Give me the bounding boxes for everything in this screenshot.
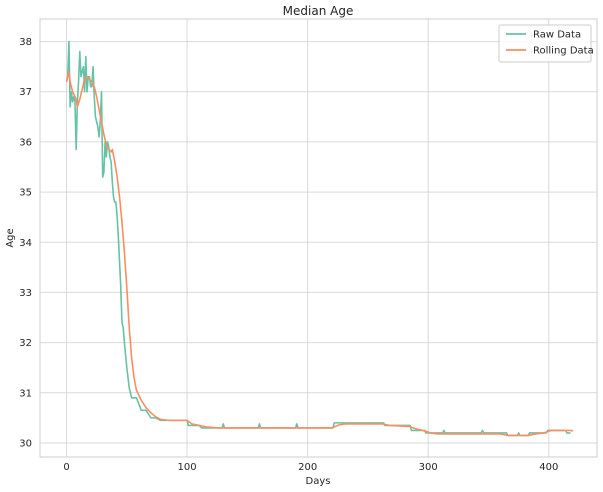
legend-label-rolling-data: Rolling Data [533,46,594,57]
legend-label-raw-data: Raw Data [533,30,581,41]
y-axis-label: Age [5,228,16,247]
y-tick-label: 30 [19,438,32,449]
y-tick-label: 36 [19,137,32,148]
y-tick-label: 33 [19,288,32,299]
y-tick-label: 34 [19,238,32,249]
grid-lines [40,19,597,457]
x-tick-label: 300 [419,462,438,473]
legend: Raw Data Rolling Data [498,24,594,63]
y-tick-labels: 30 31 32 33 34 35 36 37 38 [19,37,32,449]
series-line-raw-data [65,40,571,437]
y-tick-label: 38 [19,37,32,48]
series-layer [65,40,574,437]
x-tick-labels: 0 100 200 300 400 [63,462,558,473]
x-tick-label: 200 [298,462,317,473]
y-tick-label: 37 [19,87,32,98]
x-tick-label: 100 [178,462,197,473]
x-axis-label: Days [306,476,331,487]
x-tick-label: 0 [63,462,69,473]
y-tick-label: 35 [19,188,32,199]
y-tick-label: 31 [19,388,32,399]
series-line-rolling-data [65,70,574,437]
y-tick-label: 32 [19,338,32,349]
chart-title: Median Age [283,4,354,18]
x-tick-label: 400 [539,462,558,473]
